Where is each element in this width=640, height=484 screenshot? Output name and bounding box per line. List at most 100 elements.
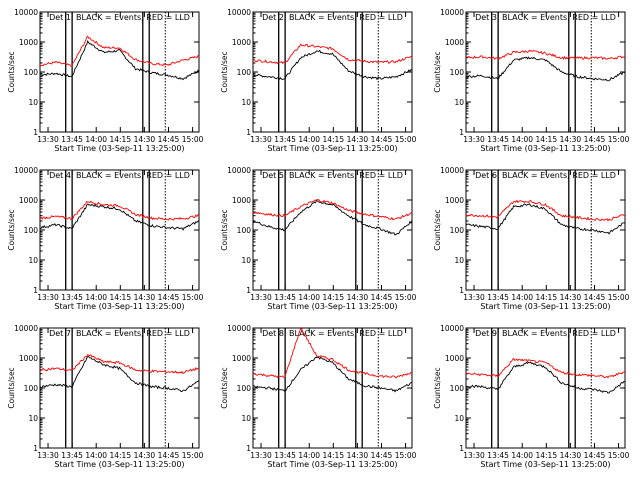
det8-ytick-label: 10000 bbox=[227, 324, 251, 333]
det3-ytick-label: 1000 bbox=[445, 38, 464, 47]
det8-plot-frame bbox=[252, 327, 413, 449]
det4-xtick-label: 13:45 bbox=[61, 293, 83, 302]
det4-ytick-label: 10000 bbox=[14, 166, 38, 175]
det4-lld-line bbox=[39, 200, 200, 221]
det8-xtick-label: 14:15 bbox=[322, 451, 344, 460]
det9-xtick-label: 14:30 bbox=[560, 451, 582, 460]
det2-ytick-label: 10000 bbox=[227, 8, 251, 17]
det5-ytick-label: 10 bbox=[241, 256, 251, 265]
det8-ytick-label: 100 bbox=[237, 384, 252, 393]
det2-xtick-label: 15:00 bbox=[395, 135, 417, 144]
det9-events-line bbox=[465, 361, 626, 394]
det5-lld-line bbox=[252, 199, 413, 221]
det7-lld-line bbox=[39, 353, 200, 374]
det2-xlabel: Start Time (03-Sep-11 13:25:00) bbox=[267, 144, 397, 153]
det4-plot-frame bbox=[39, 169, 200, 291]
det2-plot-frame bbox=[252, 11, 413, 133]
det7-ytick-label: 1000 bbox=[19, 354, 38, 363]
det5-xtick-label: 14:30 bbox=[347, 293, 369, 302]
det7-ytick-label: 10000 bbox=[14, 324, 38, 333]
det9-ylabel: Counts/sec bbox=[433, 367, 442, 408]
det3-xtick-label: 13:30 bbox=[463, 135, 485, 144]
det6-lld-line bbox=[465, 199, 626, 222]
det7-ytick-label: 100 bbox=[24, 384, 39, 393]
det6-xtick-label: 14:00 bbox=[511, 293, 533, 302]
det5-xtick-label: 13:45 bbox=[274, 293, 296, 302]
det3-xtick-label: 14:30 bbox=[560, 135, 582, 144]
det5-xlabel: Start Time (03-Sep-11 13:25:00) bbox=[267, 302, 397, 311]
det5-xtick-label: 14:45 bbox=[371, 293, 393, 302]
det4-xtick-label: 14:30 bbox=[134, 293, 156, 302]
det3-title: Det 3, BLACK = Events, RED = LLD bbox=[475, 13, 616, 22]
det2-ytick-label: 100 bbox=[237, 68, 252, 77]
det1-xtick-label: 13:45 bbox=[61, 135, 83, 144]
det7-xtick-label: 14:30 bbox=[134, 451, 156, 460]
det6-xtick-label: 15:00 bbox=[608, 293, 630, 302]
det1-xtick-label: 14:45 bbox=[158, 135, 180, 144]
det6-ytick-label: 100 bbox=[450, 226, 465, 235]
det9-xtick-label: 15:00 bbox=[608, 451, 630, 460]
det5-ytick-label: 1 bbox=[246, 286, 251, 295]
det7-xtick-label: 13:30 bbox=[37, 451, 59, 460]
det1-xtick-label: 15:00 bbox=[182, 135, 204, 144]
det3-xtick-label: 14:00 bbox=[511, 135, 533, 144]
det6-events-line bbox=[465, 203, 626, 235]
det4-xlabel: Start Time (03-Sep-11 13:25:00) bbox=[54, 302, 184, 311]
det5-plot-frame bbox=[252, 169, 413, 291]
det8-ylabel: Counts/sec bbox=[220, 367, 229, 408]
det7-xtick-label: 14:15 bbox=[109, 451, 131, 460]
det2-xtick-label: 14:00 bbox=[298, 135, 320, 144]
det1-xtick-label: 14:15 bbox=[109, 135, 131, 144]
det3-ytick-label: 10000 bbox=[440, 8, 464, 17]
det5-ytick-label: 10000 bbox=[227, 166, 251, 175]
det2-xtick-label: 13:45 bbox=[274, 135, 296, 144]
det3-xtick-label: 14:45 bbox=[584, 135, 606, 144]
det9-ytick-label: 1000 bbox=[445, 354, 464, 363]
det3-xtick-label: 14:15 bbox=[535, 135, 557, 144]
det2-lld-line bbox=[252, 43, 413, 65]
det1-ytick-label: 1 bbox=[33, 128, 38, 137]
det4-ylabel: Counts/sec bbox=[7, 209, 16, 250]
det5-xtick-label: 15:00 bbox=[395, 293, 417, 302]
det4-ytick-label: 100 bbox=[24, 226, 39, 235]
det6-ylabel: Counts/sec bbox=[433, 209, 442, 250]
det7-xlabel: Start Time (03-Sep-11 13:25:00) bbox=[54, 460, 184, 469]
det5-ytick-label: 100 bbox=[237, 226, 252, 235]
det6-ytick-label: 10 bbox=[454, 256, 464, 265]
det6-xtick-label: 13:45 bbox=[487, 293, 509, 302]
det8-xtick-label: 13:45 bbox=[274, 451, 296, 460]
det2-xtick-label: 13:30 bbox=[250, 135, 272, 144]
det8-xtick-label: 15:00 bbox=[395, 451, 417, 460]
det6-xtick-label: 14:15 bbox=[535, 293, 557, 302]
det1-ytick-label: 100 bbox=[24, 68, 39, 77]
det8-xtick-label: 14:45 bbox=[371, 451, 393, 460]
det6-ytick-label: 10000 bbox=[440, 166, 464, 175]
det6-plot-frame bbox=[465, 169, 626, 291]
det7-xtick-label: 15:00 bbox=[182, 451, 204, 460]
det8-ytick-label: 1000 bbox=[232, 354, 251, 363]
det1-xtick-label: 13:30 bbox=[37, 135, 59, 144]
det3-events-line bbox=[465, 56, 626, 82]
det3-ytick-label: 1 bbox=[459, 128, 464, 137]
det7-xtick-label: 13:45 bbox=[61, 451, 83, 460]
det8-title: Det 8, BLACK = Events, RED = LLD bbox=[262, 329, 403, 338]
det4-xtick-label: 13:30 bbox=[37, 293, 59, 302]
det5-events-line bbox=[252, 199, 413, 236]
det4-events-line bbox=[39, 203, 200, 231]
det1-events-line bbox=[39, 40, 200, 81]
det2-ytick-label: 1000 bbox=[232, 38, 251, 47]
det8-xtick-label: 14:00 bbox=[298, 451, 320, 460]
det7-xtick-label: 14:45 bbox=[158, 451, 180, 460]
det5-title: Det 5, BLACK = Events, RED = LLD bbox=[262, 171, 403, 180]
det8-ytick-label: 1 bbox=[246, 444, 251, 453]
det1-ytick-label: 1000 bbox=[19, 38, 38, 47]
det2-ytick-label: 10 bbox=[241, 98, 251, 107]
det9-ytick-label: 10000 bbox=[440, 324, 464, 333]
det6-xtick-label: 13:30 bbox=[463, 293, 485, 302]
det1-xlabel: Start Time (03-Sep-11 13:25:00) bbox=[54, 144, 184, 153]
det7-ytick-label: 10 bbox=[28, 414, 38, 423]
det5-xtick-label: 14:00 bbox=[298, 293, 320, 302]
det1-plot-frame bbox=[39, 11, 200, 133]
